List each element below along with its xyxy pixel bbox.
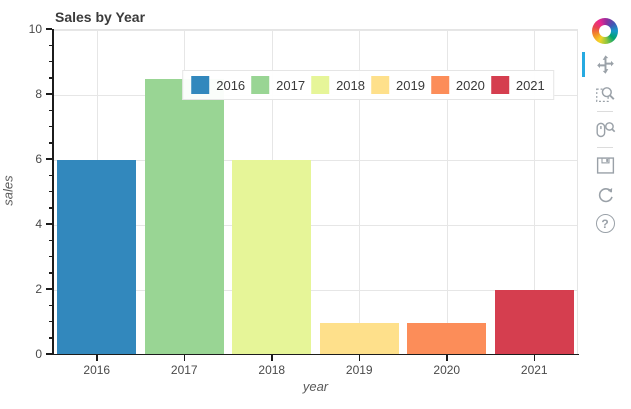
y-major-tick (46, 158, 52, 160)
bar-2019[interactable] (319, 322, 399, 355)
x-major-tick (183, 355, 185, 361)
bar-2016[interactable] (57, 160, 137, 355)
x-major-tick (533, 355, 535, 361)
y-axis-title: sales (0, 175, 16, 206)
y-minor-tick (48, 142, 52, 144)
legend-swatch (251, 76, 270, 94)
y-minor-tick (48, 272, 52, 274)
x-tick-label: 2018 (258, 363, 286, 377)
bar-2018[interactable] (232, 160, 312, 355)
legend-entry: 2020 (430, 76, 485, 94)
toolbar-divider (597, 147, 613, 148)
y-tick-label: 2 (35, 282, 42, 296)
y-minor-tick (48, 304, 52, 306)
x-tick-label: 2017 (170, 363, 198, 377)
y-minor-tick (48, 174, 52, 176)
y-minor-tick (48, 77, 52, 79)
y-minor-tick (48, 239, 52, 241)
plot-area[interactable]: 2016 2017 2018 2019 2020 2021 (53, 29, 578, 355)
legend-swatch (311, 76, 330, 94)
legend-label: 2019 (396, 77, 425, 93)
legend-entry: 2021 (490, 76, 545, 94)
box-zoom-icon (595, 87, 614, 102)
y-tick-label: 6 (35, 152, 42, 166)
y-minor-tick (48, 337, 52, 339)
y-tick-label: 0 (35, 347, 42, 361)
x-tick-label: 2021 (520, 363, 548, 377)
help-tool-button[interactable]: ? (580, 209, 630, 238)
x-gridline (446, 30, 448, 354)
x-tick-label: 2016 (83, 363, 111, 377)
y-gridline (53, 290, 577, 291)
x-gridline (534, 30, 536, 354)
legend-swatch (430, 76, 449, 94)
y-minor-tick (48, 60, 52, 63)
y-minor-tick (48, 207, 52, 209)
chart-title: Sales by Year (55, 9, 146, 25)
legend-label: 2021 (515, 77, 545, 93)
bar-2020[interactable] (407, 322, 487, 355)
reset-refresh-icon (598, 187, 613, 203)
y-major-tick (46, 353, 52, 355)
toolbar: ? (580, 18, 630, 238)
save-tool-button[interactable] (580, 151, 630, 180)
legend-swatch (490, 76, 509, 94)
x-major-tick (358, 355, 360, 361)
y-minor-tick (48, 255, 52, 258)
legend: 2016 2017 2018 2019 2020 2021 (182, 70, 554, 100)
legend-entry: 2019 (371, 76, 425, 94)
legend-entry: 2018 (311, 76, 365, 94)
bar-2021[interactable] (494, 290, 574, 355)
y-axis-line (52, 29, 54, 354)
y-tick-label: 4 (35, 217, 42, 231)
x-major-tick (446, 355, 448, 361)
y-minor-tick (48, 109, 52, 111)
legend-label: 2020 (455, 77, 485, 93)
x-tick-label: 2019 (345, 363, 373, 377)
y-minor-tick (48, 44, 52, 46)
wheel-zoom-tool-button[interactable] (580, 115, 630, 144)
y-tick-label: 10 (28, 22, 42, 36)
y-minor-tick (48, 320, 52, 323)
wheel-zoom-icon (595, 122, 615, 138)
legend-swatch (191, 76, 210, 94)
y-gridline (53, 30, 577, 31)
x-major-tick (271, 355, 273, 361)
y-gridline (53, 160, 577, 161)
legend-label: 2018 (336, 77, 365, 93)
y-gridline (53, 225, 577, 226)
x-axis-title: year (302, 379, 329, 394)
legend-swatch (371, 76, 389, 94)
y-minor-tick (48, 125, 52, 128)
y-major-tick (46, 93, 52, 95)
pan-tool-button[interactable] (580, 50, 630, 79)
legend-entry: 2017 (251, 76, 305, 94)
legend-label: 2017 (276, 77, 306, 93)
legend-entry: 2016 (191, 76, 245, 94)
toolbar-divider (597, 111, 613, 112)
bar-2017[interactable] (144, 78, 224, 355)
y-major-tick (46, 28, 52, 30)
x-tick-label: 2020 (433, 363, 461, 377)
x-major-tick (96, 355, 98, 361)
y-major-tick (46, 223, 52, 225)
y-major-tick (46, 288, 52, 290)
x-axis-line (52, 353, 579, 355)
save-floppy-icon (596, 157, 614, 174)
box-zoom-tool-button[interactable] (580, 79, 630, 108)
bokeh-logo[interactable] (592, 18, 618, 44)
y-tick-label: 8 (35, 87, 42, 101)
legend-label: 2016 (216, 77, 246, 93)
pan-move-icon (596, 55, 614, 74)
reset-tool-button[interactable] (580, 180, 630, 209)
help-icon: ? (595, 214, 615, 233)
y-minor-tick (48, 190, 52, 193)
x-gridline (359, 30, 361, 354)
